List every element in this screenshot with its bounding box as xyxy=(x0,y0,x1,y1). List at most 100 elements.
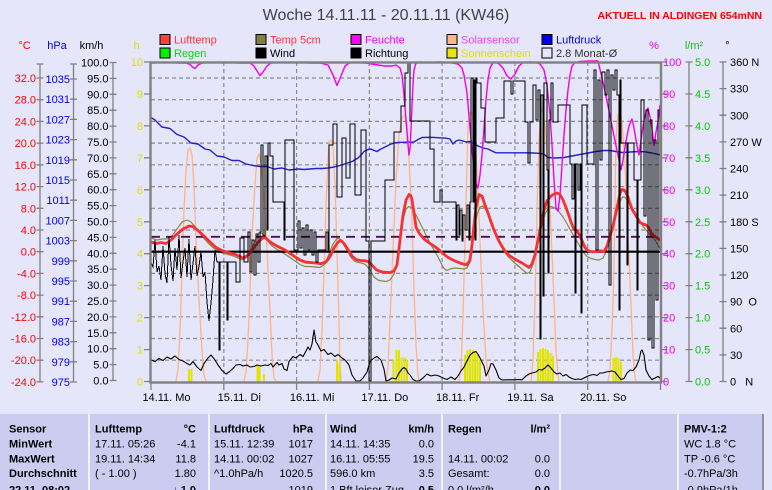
svg-text:180 S: 180 S xyxy=(730,217,759,229)
svg-text:2: 2 xyxy=(137,313,143,325)
svg-text:80.0: 80.0 xyxy=(87,121,108,133)
svg-text:1003: 1003 xyxy=(46,236,70,248)
svg-text:0 N: 0 N xyxy=(730,377,753,389)
svg-text:55.0: 55.0 xyxy=(87,201,108,213)
svg-text:°: ° xyxy=(725,40,729,52)
svg-text:60: 60 xyxy=(730,323,742,335)
svg-text:60: 60 xyxy=(663,185,675,197)
svg-text:°C: °C xyxy=(184,424,196,436)
svg-text:-8.0: -8.0 xyxy=(17,290,36,302)
svg-text:2.8 Monat-Ø: 2.8 Monat-Ø xyxy=(556,48,618,60)
svg-text:5: 5 xyxy=(137,217,143,229)
svg-text:16.0: 16.0 xyxy=(15,160,36,172)
svg-text:120: 120 xyxy=(730,270,748,282)
svg-text:70: 70 xyxy=(663,153,675,165)
svg-text:3.5: 3.5 xyxy=(695,153,710,165)
svg-text:16.11. Mi: 16.11. Mi xyxy=(290,392,334,404)
svg-text:991: 991 xyxy=(52,296,70,308)
svg-text:Lufttemp: Lufttemp xyxy=(95,424,142,436)
svg-text:11.8: 11.8 xyxy=(175,453,196,465)
svg-text:( - 1.00 ): ( - 1.00 ) xyxy=(95,468,137,480)
svg-text:6: 6 xyxy=(137,185,143,197)
svg-text:h: h xyxy=(133,40,139,52)
svg-text:0: 0 xyxy=(137,377,143,389)
svg-text:50.0: 50.0 xyxy=(87,217,108,229)
svg-text:Woche 14.11.11 - 20.11.11 (KW4: Woche 14.11.11 - 20.11.11 (KW46) xyxy=(263,7,510,24)
svg-text:19.11. 14:34: 19.11. 14:34 xyxy=(95,453,155,465)
svg-text:20.0: 20.0 xyxy=(15,138,36,150)
svg-text:15.11. 12:39: 15.11. 12:39 xyxy=(214,438,274,450)
svg-text:Luftdruck: Luftdruck xyxy=(214,424,266,436)
svg-text:983: 983 xyxy=(52,337,70,349)
svg-text:Temp 5cm: Temp 5cm xyxy=(270,35,321,47)
svg-text:0.0: 0.0 xyxy=(535,453,550,465)
svg-text:20.11. So: 20.11. So xyxy=(580,392,626,404)
svg-text:Durchschnitt: Durchschnitt xyxy=(9,468,77,480)
svg-text:19.5: 19.5 xyxy=(413,453,434,465)
svg-text:1.0: 1.0 xyxy=(181,485,196,490)
svg-text:60.0: 60.0 xyxy=(87,185,108,197)
svg-text:Sonnenschein: Sonnenschein xyxy=(461,48,531,60)
svg-text:1015: 1015 xyxy=(46,175,70,187)
svg-text:596.0 km: 596.0 km xyxy=(330,468,375,480)
svg-text:7: 7 xyxy=(137,153,143,165)
svg-text:10: 10 xyxy=(663,345,675,357)
svg-text:-0.9hPa/1h: -0.9hPa/1h xyxy=(684,485,738,490)
svg-text:4.0: 4.0 xyxy=(695,121,710,133)
svg-text:Gesamt:: Gesamt: xyxy=(448,468,490,480)
svg-text:1 Bft leiser Zug: 1 Bft leiser Zug xyxy=(330,485,404,490)
svg-text:Richtung: Richtung xyxy=(365,48,408,60)
svg-text:999: 999 xyxy=(52,256,70,268)
svg-text:15.0: 15.0 xyxy=(87,328,108,340)
svg-text:30.0: 30.0 xyxy=(87,280,108,292)
svg-text:995: 995 xyxy=(52,276,70,288)
svg-text:270 W: 270 W xyxy=(730,137,762,149)
svg-text:-4.1: -4.1 xyxy=(177,438,196,450)
svg-text:240: 240 xyxy=(730,164,748,176)
svg-text:90: 90 xyxy=(663,89,675,101)
svg-text:32.0: 32.0 xyxy=(15,73,36,85)
svg-text:-4.0: -4.0 xyxy=(17,268,36,280)
svg-text:0.0: 0.0 xyxy=(21,247,36,259)
svg-text:1017: 1017 xyxy=(289,438,313,450)
svg-text:0.0: 0.0 xyxy=(419,438,434,450)
svg-text:0.5: 0.5 xyxy=(419,485,434,490)
svg-text:979: 979 xyxy=(52,357,70,369)
svg-text:65.0: 65.0 xyxy=(87,169,108,181)
svg-text:35.0: 35.0 xyxy=(87,264,108,276)
svg-text:-0.7hPa/3h: -0.7hPa/3h xyxy=(684,468,738,480)
svg-text:40.0: 40.0 xyxy=(87,248,108,260)
svg-text:Wind: Wind xyxy=(330,424,357,436)
svg-text:90.0: 90.0 xyxy=(87,89,108,101)
svg-text:90 O: 90 O xyxy=(730,297,757,309)
svg-text:Sensor: Sensor xyxy=(9,424,47,436)
svg-text:45.0: 45.0 xyxy=(87,232,108,244)
svg-text:10.0: 10.0 xyxy=(87,344,108,356)
svg-text:975: 975 xyxy=(52,377,70,389)
svg-text:0.0: 0.0 xyxy=(695,377,710,389)
svg-text:PMV-1:2: PMV-1:2 xyxy=(684,424,727,436)
svg-text:-16.0: -16.0 xyxy=(11,334,36,346)
svg-text:%: % xyxy=(649,40,659,52)
svg-text:AKTUELL IN ALDINGEN 654mNN: AKTUELL IN ALDINGEN 654mNN xyxy=(597,10,762,22)
svg-text:3: 3 xyxy=(137,281,143,293)
svg-text:17.11. 05:26: 17.11. 05:26 xyxy=(95,438,155,450)
svg-text:80: 80 xyxy=(663,121,675,133)
svg-text:40: 40 xyxy=(663,249,675,261)
svg-text:18.11. Fr: 18.11. Fr xyxy=(436,392,480,404)
svg-text:15.11. Di: 15.11. Di xyxy=(218,392,261,404)
svg-text:Wind: Wind xyxy=(270,48,295,60)
svg-text:-20.0: -20.0 xyxy=(11,355,36,367)
svg-text:Luftdruck: Luftdruck xyxy=(556,35,602,47)
svg-text:300: 300 xyxy=(730,110,748,122)
svg-text:30: 30 xyxy=(663,281,675,293)
svg-text:8: 8 xyxy=(137,121,143,133)
svg-text:4: 4 xyxy=(137,249,143,261)
svg-text:4.0: 4.0 xyxy=(21,225,36,237)
svg-text:1035: 1035 xyxy=(46,74,70,86)
svg-text:MaxWert: MaxWert xyxy=(9,453,55,465)
svg-text:0: 0 xyxy=(663,377,669,389)
svg-text:1007: 1007 xyxy=(46,215,70,227)
svg-text:0.0 l/m²/h: 0.0 l/m²/h xyxy=(448,485,494,490)
svg-text:2.0: 2.0 xyxy=(695,249,710,261)
